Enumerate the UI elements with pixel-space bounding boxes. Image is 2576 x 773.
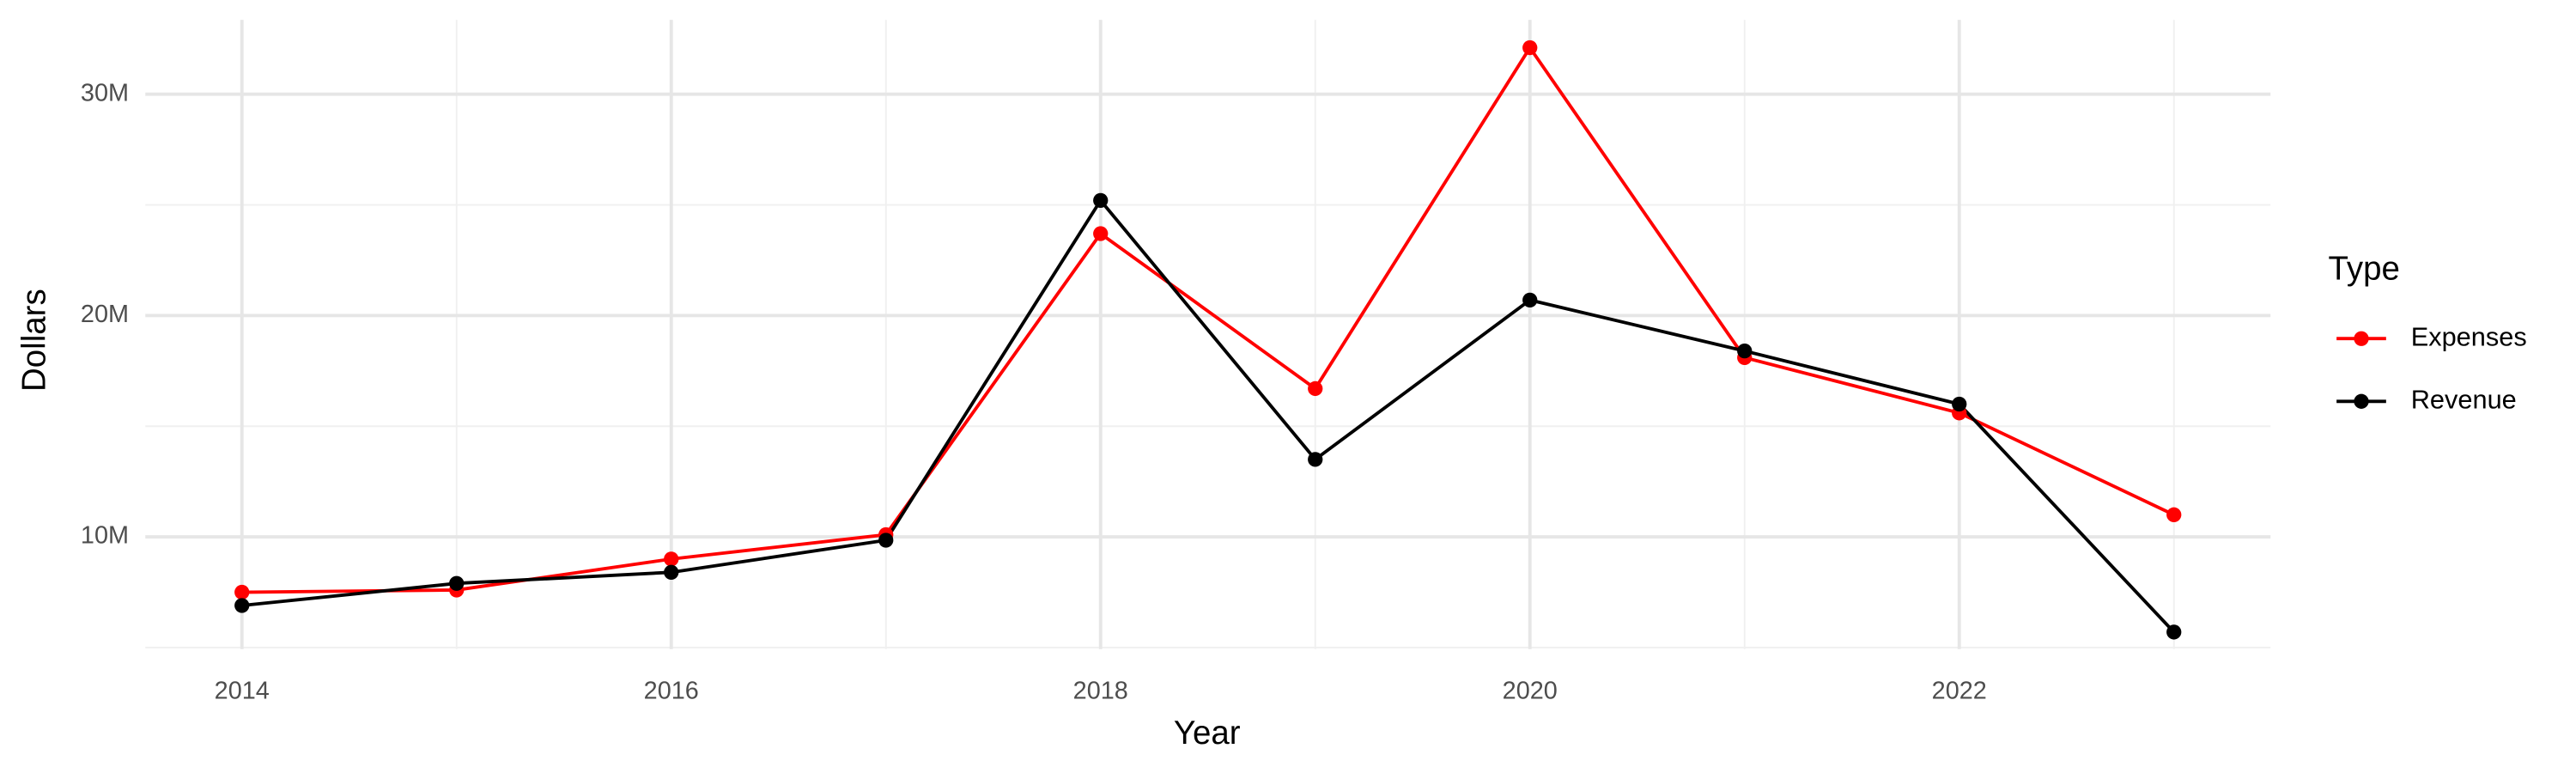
data-point: [664, 551, 679, 567]
data-point: [234, 598, 250, 613]
y-tick-label: 30M: [81, 79, 129, 107]
x-tick-label: 2014: [215, 677, 270, 704]
data-point: [449, 575, 465, 591]
series-line: [241, 45, 2175, 594]
x-tick-label: 2020: [1503, 677, 1558, 704]
x-tick-label: 2018: [1073, 677, 1128, 704]
data-point: [878, 533, 894, 548]
legend-label: Revenue: [2411, 384, 2517, 414]
data-point: [1093, 192, 1109, 209]
y-tick-label: 20M: [81, 301, 129, 328]
data-point: [664, 564, 679, 580]
data-point: [1952, 396, 1967, 412]
data-point: [2166, 507, 2182, 522]
data-point: [1308, 380, 1323, 397]
data-point: [1522, 292, 1538, 308]
data-point: [234, 584, 250, 600]
legend-label: Expenses: [2411, 321, 2527, 351]
data-point: [1522, 40, 1538, 56]
series-line: [241, 198, 2176, 634]
data-point: [1308, 452, 1323, 467]
y-axis-title: Dollars: [15, 289, 52, 392]
data-point: [2166, 624, 2182, 640]
y-tick-label: 10M: [81, 522, 129, 550]
x-tick-label: 2016: [644, 677, 699, 704]
x-axis-title: Year: [1174, 715, 1241, 752]
data-point: [1737, 343, 1753, 359]
legend-marker: [2354, 331, 2369, 346]
data-point: [1093, 226, 1109, 241]
legend-title: Type: [2329, 251, 2400, 288]
x-tick-label: 2022: [1932, 677, 1987, 704]
legend-marker: [2354, 393, 2369, 409]
